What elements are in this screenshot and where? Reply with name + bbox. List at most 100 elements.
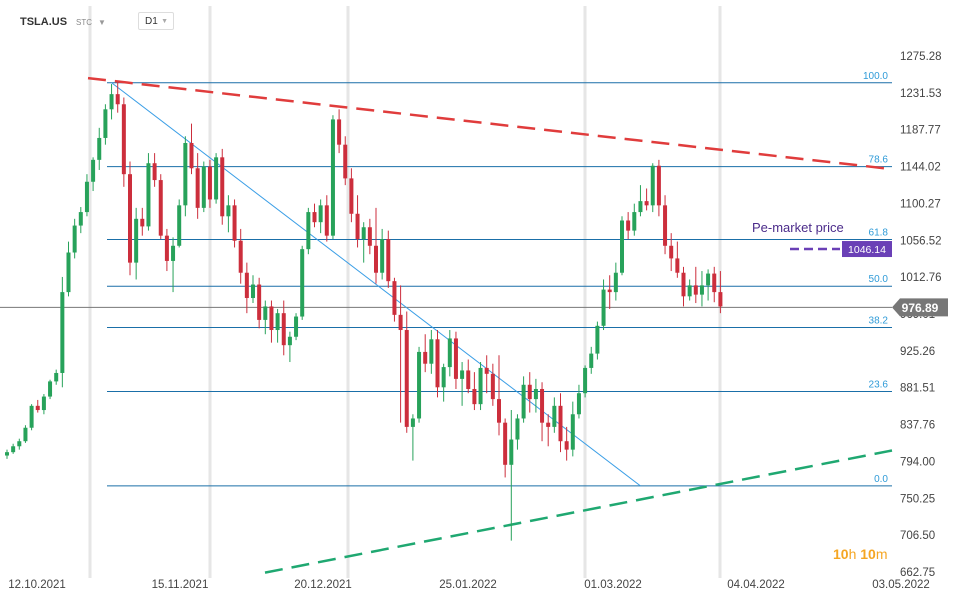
candle-body [275, 313, 280, 331]
timeframe-select[interactable]: D1 ▼ [138, 12, 174, 30]
candle [441, 363, 446, 402]
candle-body [613, 272, 618, 293]
candle-body [11, 446, 16, 453]
candle-body [601, 289, 606, 326]
candle [552, 397, 557, 433]
candle-body [478, 367, 483, 405]
fib-level-label: 0.0 [874, 474, 888, 485]
candle [343, 136, 348, 186]
price-tick-label: 1012.76 [900, 272, 942, 284]
candlesticks [5, 82, 723, 541]
candle-body [207, 166, 212, 200]
candle-body [626, 220, 631, 231]
candle [171, 237, 176, 293]
price-tick-label: 662.75 [900, 567, 935, 579]
candle-body [589, 353, 594, 368]
candle [595, 321, 600, 360]
candle-body [380, 239, 385, 273]
candle [417, 346, 422, 423]
candle-body [669, 245, 674, 259]
candle [626, 212, 631, 240]
date-tick-label: 12.10.2021 [8, 579, 66, 591]
candle-body [521, 384, 526, 419]
candle [201, 161, 206, 213]
candle [675, 241, 680, 278]
candle [484, 355, 489, 394]
candle-body [447, 338, 452, 368]
candle [718, 271, 723, 314]
candle [306, 207, 311, 255]
candle-body [355, 213, 360, 240]
candle-body [564, 441, 569, 450]
candle-body [718, 292, 723, 307]
candle [374, 207, 378, 284]
candle-body [183, 143, 188, 206]
candle-body [195, 168, 200, 208]
candle [564, 426, 569, 461]
candle [650, 163, 655, 213]
candle-body [177, 205, 182, 246]
candle [533, 378, 538, 413]
candle-body [330, 119, 335, 236]
date-tick-label: 25.01.2022 [439, 579, 497, 591]
symbol-sub-label: STC [76, 17, 92, 27]
candle-body [103, 109, 108, 138]
price-tick-label: 794.00 [900, 456, 935, 468]
candle [128, 161, 132, 276]
chevron-down-icon: ▼ [161, 18, 168, 25]
candle-body [134, 218, 139, 263]
candle [367, 218, 372, 255]
fib-level-label: 50.0 [869, 274, 889, 285]
candle [238, 228, 243, 284]
candle [509, 410, 514, 541]
candle [398, 285, 403, 423]
trendlines [87, 76, 893, 574]
symbol-label[interactable]: TSLA.US [20, 16, 68, 28]
candle [48, 379, 53, 400]
candle-body [29, 405, 34, 428]
candle-body [410, 418, 415, 427]
candle [466, 359, 471, 394]
candle [226, 195, 231, 233]
candle [29, 404, 34, 431]
symbol-dropdown-caret-icon[interactable]: ▼ [98, 17, 106, 27]
candle-body [263, 306, 268, 320]
candle-body [171, 245, 176, 261]
candle [5, 449, 9, 459]
candle [706, 269, 711, 301]
candle-body [5, 452, 9, 456]
candle [337, 109, 342, 154]
candle [134, 207, 139, 280]
current-price-badge-label: 976.89 [902, 301, 939, 315]
price-tick-label: 1231.53 [900, 88, 942, 100]
candle-body [552, 405, 557, 427]
candle [66, 241, 71, 297]
candle-body [294, 316, 299, 337]
date-axis: 12.10.2021 15.11.2021 20.12.2021 25.01.2022… [8, 579, 930, 591]
price-axis: 1275.28 1231.53 1187.77 1144.02 1100.27 1056.… [842, 51, 948, 579]
candle-body [214, 157, 219, 200]
candle-body [300, 249, 305, 317]
candle-body [392, 281, 397, 315]
candle-body [675, 258, 680, 273]
candle [244, 262, 249, 314]
candle-body [257, 284, 262, 320]
annotations: Pe-market price [752, 220, 844, 251]
date-tick-label: 03.05.2022 [872, 579, 930, 591]
candle [392, 277, 397, 322]
candle-body [417, 351, 422, 419]
candle [453, 331, 458, 389]
candle-body [281, 313, 286, 346]
candle-body [466, 370, 471, 389]
candle-body [115, 94, 120, 105]
candle [152, 153, 157, 187]
candle-body [97, 137, 102, 160]
candle [576, 384, 581, 419]
candle-body [423, 351, 428, 364]
candle [189, 123, 194, 175]
candle-body [527, 384, 532, 400]
candle [521, 376, 526, 423]
candle-body [189, 143, 194, 169]
candle-body [540, 388, 545, 423]
